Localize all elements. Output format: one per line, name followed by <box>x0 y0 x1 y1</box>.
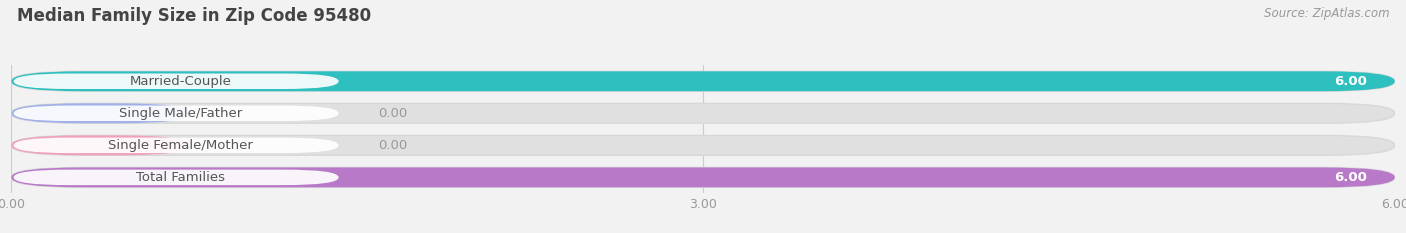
Text: Total Families: Total Families <box>136 171 225 184</box>
Text: Source: ZipAtlas.com: Source: ZipAtlas.com <box>1264 7 1389 20</box>
FancyBboxPatch shape <box>11 71 1395 91</box>
FancyBboxPatch shape <box>11 135 191 155</box>
FancyBboxPatch shape <box>11 103 1395 123</box>
FancyBboxPatch shape <box>11 71 1395 91</box>
FancyBboxPatch shape <box>11 168 1395 187</box>
Text: 6.00: 6.00 <box>1334 171 1367 184</box>
FancyBboxPatch shape <box>14 138 339 153</box>
FancyBboxPatch shape <box>11 135 1395 155</box>
Text: Married-Couple: Married-Couple <box>129 75 231 88</box>
Text: 0.00: 0.00 <box>378 107 408 120</box>
FancyBboxPatch shape <box>14 170 339 185</box>
FancyBboxPatch shape <box>14 106 339 121</box>
FancyBboxPatch shape <box>11 103 191 123</box>
Text: 0.00: 0.00 <box>378 139 408 152</box>
Text: Single Male/Father: Single Male/Father <box>118 107 242 120</box>
FancyBboxPatch shape <box>14 74 339 89</box>
FancyBboxPatch shape <box>11 168 1395 187</box>
Text: Single Female/Mother: Single Female/Mother <box>108 139 253 152</box>
Text: 6.00: 6.00 <box>1334 75 1367 88</box>
Text: Median Family Size in Zip Code 95480: Median Family Size in Zip Code 95480 <box>17 7 371 25</box>
